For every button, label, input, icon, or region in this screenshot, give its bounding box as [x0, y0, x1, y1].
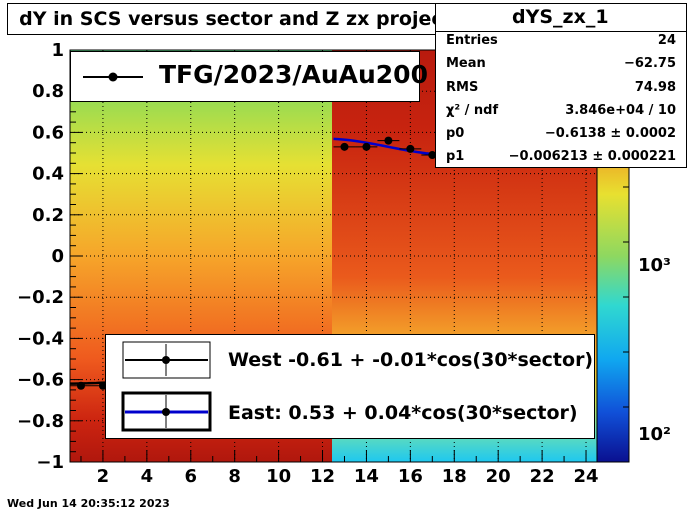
y-tick-label: 0.6: [32, 122, 64, 143]
legend-top: TFG/2023/AuAu200: [70, 51, 428, 102]
y-tick-label: −0.4: [17, 328, 64, 349]
stats-row: p0 −0.6138 ± 0.0002: [446, 126, 676, 146]
y-tick-label: −0.2: [17, 287, 64, 308]
y-tick-label: 0.2: [32, 205, 64, 226]
y-axis: 1 0.8 0.6 0.4 0.2 0 −0.2 −0.4 −0.6 −0.8 −1: [17, 40, 82, 473]
legend-east-label: East: 0.53 + 0.04*cos(30*sector): [228, 402, 578, 424]
stats-row: p1 −0.006213 ± 0.000221: [446, 149, 676, 169]
stats-value: −0.006213 ± 0.000221: [508, 149, 676, 164]
x-tick-label: 8: [228, 466, 241, 487]
stats-key: χ² / ndf: [446, 103, 499, 118]
stats-key: Entries: [446, 33, 498, 48]
x-tick-label: 24: [573, 466, 598, 487]
x-tick-label: 22: [530, 466, 555, 487]
stats-value: 24: [657, 33, 676, 48]
data-points: [70, 136, 444, 390]
x-tick-label: 16: [398, 466, 423, 487]
stats-value: −0.6138 ± 0.0002: [544, 126, 676, 141]
x-axis: 2 4 6 8 10 12 14 16 18 20 22 24: [80, 450, 599, 487]
legend-top-label: TFG/2023/AuAu200: [159, 60, 428, 89]
legend-fit-icons: [121, 341, 212, 432]
marker-line-icon: [83, 72, 143, 82]
data-point: [406, 144, 415, 153]
stats-box: dYS_zx_1 Entries 24 Mean −62.75 RMS 74.98 χ…: [435, 3, 687, 168]
data-point: [428, 151, 437, 160]
data-point: [340, 142, 349, 151]
stats-row: Entries 24: [446, 33, 676, 53]
footer-date: Wed Jun 14 20:35:12 2023: [7, 497, 170, 510]
y-tick-label: −1: [36, 452, 64, 473]
x-tick-label: 18: [442, 466, 467, 487]
x-tick-label: 14: [354, 466, 379, 487]
y-tick-label: 0: [51, 246, 64, 267]
legend-west-label: West -0.61 + -0.01*cos(30*sector): [228, 349, 594, 371]
stats-value: 3.846e+04 / 10: [565, 103, 676, 118]
y-tick-label: −0.6: [17, 370, 64, 391]
y-tick-label: 0.8: [32, 81, 64, 102]
stats-row: Mean −62.75: [446, 56, 676, 76]
stats-name: dYS_zx_1: [436, 4, 686, 32]
z-tick-label: 10³: [638, 255, 671, 276]
x-tick-label: 2: [97, 466, 110, 487]
stats-value: −62.75: [623, 56, 676, 71]
x-tick-label: 4: [141, 466, 154, 487]
stats-row: χ² / ndf 3.846e+04 / 10: [446, 103, 676, 123]
x-tick-label: 10: [266, 466, 291, 487]
z-tick-label: 10²: [638, 424, 671, 445]
legend-fits: West -0.61 + -0.01*cos(30*sector) East: …: [105, 334, 595, 439]
x-tick-label: 20: [486, 466, 511, 487]
plot-title: dY in SCS versus sector and Z zx project…: [7, 3, 497, 35]
stats-row: RMS 74.98: [446, 80, 676, 100]
y-tick-label: −0.8: [17, 411, 64, 432]
stats-value: 74.98: [634, 80, 676, 95]
x-tick-label: 12: [310, 466, 335, 487]
y-tick-label: 1: [51, 40, 64, 61]
x-tick-label: 6: [185, 466, 198, 487]
data-point: [76, 381, 85, 390]
stats-key: p0: [446, 126, 465, 141]
stats-key: RMS: [446, 80, 479, 95]
stats-key: Mean: [446, 56, 486, 71]
stats-key: p1: [446, 149, 465, 164]
y-tick-label: 0.4: [32, 164, 64, 185]
data-point: [98, 381, 107, 390]
data-point: [362, 142, 371, 151]
data-point: [384, 136, 393, 145]
